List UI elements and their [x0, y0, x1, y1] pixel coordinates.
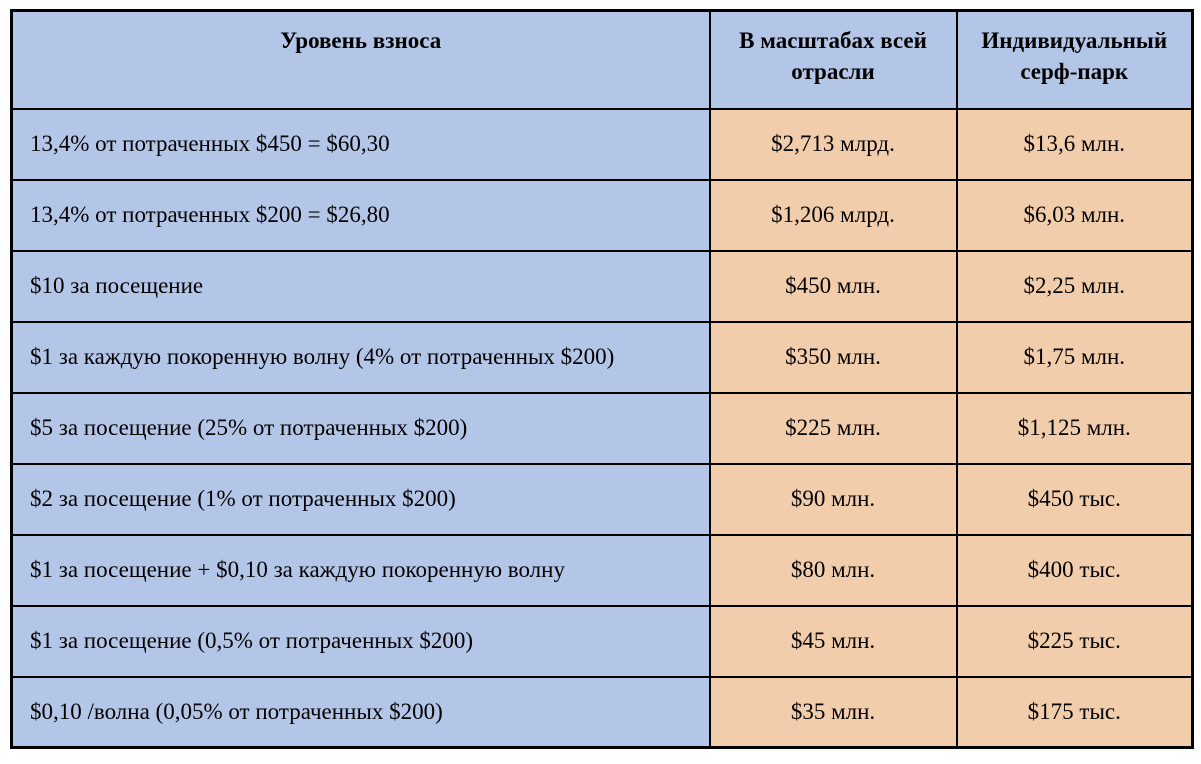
cell-industry-value: $2,713 млрд.	[708, 107, 958, 181]
table-row: $10 за посещение $450 млн. $2,25 млн.	[10, 249, 1194, 323]
cell-park-value: $225 тыс.	[955, 604, 1194, 678]
column-header-level: Уровень взноса	[10, 9, 711, 110]
cell-contribution-level: $5 за посещение (25% от потраченных $200…	[10, 391, 711, 465]
cell-industry-value: $225 млн.	[708, 391, 958, 465]
cell-park-value: $2,25 млн.	[955, 249, 1194, 323]
cell-contribution-level: 13,4% от потраченных $200 = $26,80	[10, 178, 711, 252]
table-row: 13,4% от потраченных $200 = $26,80 $1,20…	[10, 178, 1194, 252]
cell-park-value: $1,125 млн.	[955, 391, 1194, 465]
table-header-row: Уровень взноса В масштабах всей отрасли …	[10, 9, 1194, 110]
table-row: $5 за посещение (25% от потраченных $200…	[10, 391, 1194, 465]
cell-contribution-level: $0,10 /волна (0,05% от потраченных $200)	[10, 675, 711, 749]
cell-contribution-level: $2 за посещение (1% от потраченных $200)	[10, 462, 711, 536]
cell-industry-value: $1,206 млрд.	[708, 178, 958, 252]
table-row: $0,10 /волна (0,05% от потраченных $200)…	[10, 675, 1194, 749]
column-header-park: Индивидуальный серф-парк	[955, 9, 1194, 110]
cell-park-value: $450 тыс.	[955, 462, 1194, 536]
table-row: 13,4% от потраченных $450 = $60,30 $2,71…	[10, 107, 1194, 181]
table-row: $1 за посещение (0,5% от потраченных $20…	[10, 604, 1194, 678]
cell-park-value: $13,6 млн.	[955, 107, 1194, 181]
cell-industry-value: $350 млн.	[708, 320, 958, 394]
cell-park-value: $175 тыс.	[955, 675, 1194, 749]
contribution-levels-table: Уровень взноса В масштабах всей отрасли …	[10, 9, 1194, 749]
cell-contribution-level: $1 за посещение (0,5% от потраченных $20…	[10, 604, 711, 678]
cell-contribution-level: $1 за посещение + $0,10 за каждую покоре…	[10, 533, 711, 607]
cell-park-value: $1,75 млн.	[955, 320, 1194, 394]
cell-park-value: $400 тыс.	[955, 533, 1194, 607]
column-header-industry: В масштабах всей отрасли	[708, 9, 958, 110]
cell-industry-value: $90 млн.	[708, 462, 958, 536]
table-row: $1 за посещение + $0,10 за каждую покоре…	[10, 533, 1194, 607]
cell-contribution-level: $10 за посещение	[10, 249, 711, 323]
cell-contribution-level: $1 за каждую покоренную волну (4% от пот…	[10, 320, 711, 394]
cell-industry-value: $45 млн.	[708, 604, 958, 678]
table-row: $1 за каждую покоренную волну (4% от пот…	[10, 320, 1194, 394]
cell-industry-value: $35 млн.	[708, 675, 958, 749]
cell-contribution-level: 13,4% от потраченных $450 = $60,30	[10, 107, 711, 181]
cell-industry-value: $450 млн.	[708, 249, 958, 323]
table-row: $2 за посещение (1% от потраченных $200)…	[10, 462, 1194, 536]
cell-industry-value: $80 млн.	[708, 533, 958, 607]
cell-park-value: $6,03 млн.	[955, 178, 1194, 252]
